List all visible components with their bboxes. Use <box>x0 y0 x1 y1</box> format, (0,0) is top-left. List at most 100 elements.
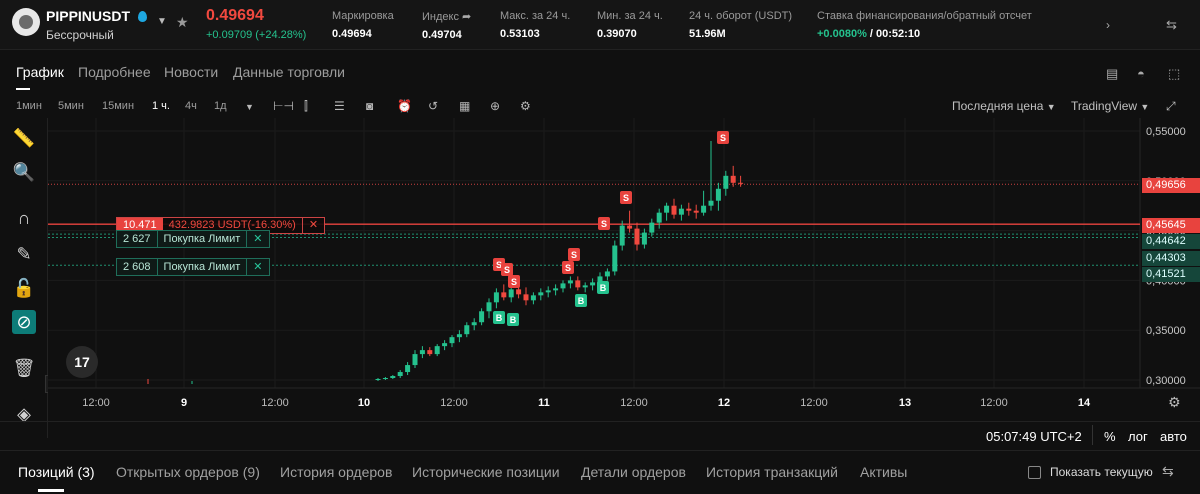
tab-order-details[interactable]: Детали ордеров <box>581 464 686 480</box>
layers-icon[interactable]: ◈ <box>17 404 31 424</box>
range-icon[interactable]: ⊢⊣ <box>273 99 294 113</box>
orderbook-icon[interactable]: ▤ <box>1106 66 1119 81</box>
time-tick-label: 12:00 <box>440 397 468 409</box>
tf-15m[interactable]: 15мин <box>102 100 135 112</box>
close-position-icon[interactable]: ✕ <box>308 219 319 231</box>
tab-positions[interactable]: Позиций (3) <box>18 464 95 480</box>
position-line-label[interactable]: 10.471 432.9823 USDT(-16.30%) ✕ <box>116 217 326 234</box>
stat-value: 0.49694 <box>332 28 372 40</box>
buy-marker-label: B <box>578 296 585 306</box>
candle-body <box>612 245 618 272</box>
zoom-icon[interactable]: 🔍 <box>12 162 36 182</box>
calendar-icon[interactable]: ▦ <box>459 99 471 113</box>
tf-5m[interactable]: 5мин <box>58 100 84 112</box>
eye-hidden-icon[interactable]: ⊘ <box>12 310 36 334</box>
tab-transaction-history[interactable]: История транзакций <box>706 464 838 480</box>
candle-body <box>664 205 670 213</box>
sell-marker-label: S <box>720 133 726 143</box>
tf-1m[interactable]: 1мин <box>16 100 42 112</box>
tab-details[interactable]: Подробнее <box>78 64 151 80</box>
position-pnl: 432.9823 USDT(-16.30%) <box>163 218 303 233</box>
tradingview-logo: 17 <box>66 346 98 378</box>
tab-underline <box>16 88 30 90</box>
cancel-order-icon[interactable]: ✕ <box>253 233 263 245</box>
tab-news[interactable]: Новости <box>164 64 219 80</box>
candles-icon[interactable]: ⫿ <box>304 99 308 113</box>
candle-body <box>701 205 707 213</box>
time-tick-label: 12:00 <box>800 397 828 409</box>
log-toggle[interactable]: лог <box>1128 429 1148 444</box>
star-icon[interactable]: ★ <box>176 14 189 30</box>
time-tick-label: 13 <box>899 397 911 409</box>
time-tick-label: 12:00 <box>980 397 1008 409</box>
buy-marker <box>507 313 519 326</box>
candle-body <box>582 285 588 288</box>
gear-icon[interactable]: ⚙ <box>520 99 531 113</box>
arrow-icon[interactable]: ➦ <box>462 11 472 23</box>
order-price-label: 0,44642 <box>1142 234 1200 249</box>
stat-low: Мин. за 24 ч. 0.39070 <box>597 10 663 40</box>
candle-body <box>471 322 477 326</box>
price-type-label: Последняя цена <box>952 99 1044 113</box>
show-current-checkbox[interactable] <box>1028 466 1041 479</box>
trash-icon[interactable]: 🗑 <box>12 358 36 378</box>
bell-icon[interactable]: ◓ <box>1137 66 1145 81</box>
order-line-label[interactable]: 2 608 Покупка Лимит ✕ <box>116 258 270 276</box>
percent-toggle[interactable]: % <box>1104 429 1116 444</box>
swap-icon[interactable]: ⇆ <box>1162 463 1174 479</box>
stat-label: Ставка финансирования/обратный отсчет <box>817 10 1032 22</box>
alarm-icon[interactable]: ⏰ <box>397 99 412 113</box>
tf-1d[interactable]: 1д <box>214 100 227 112</box>
chevron-down-icon[interactable]: ▼ <box>157 16 167 27</box>
tf-1h[interactable]: 1 ч. <box>152 100 170 112</box>
candle-body <box>442 343 448 347</box>
tab-open-orders[interactable]: Открытых ордеров (9) <box>116 464 260 480</box>
ruler-icon[interactable]: 📏 <box>12 128 36 148</box>
chart-type-select[interactable]: TradingView ▼ <box>1071 99 1149 113</box>
chevron-right-icon[interactable]: › <box>1106 18 1110 32</box>
tab-position-history[interactable]: Исторические позиции <box>412 464 560 480</box>
candle-body <box>553 288 559 291</box>
buy-marker <box>575 294 587 307</box>
magnet-icon[interactable]: ∩ <box>17 208 31 228</box>
camera-icon[interactable]: ◙ <box>366 99 374 113</box>
candle-body <box>486 302 492 312</box>
price-type-select[interactable]: Последняя цена ▼ <box>952 99 1056 113</box>
fullscreen-icon[interactable]: ⤢ <box>1166 99 1176 113</box>
lock-icon[interactable]: 🔓 <box>12 278 36 298</box>
tab-order-history[interactable]: История ордеров <box>280 464 393 480</box>
cancel-order-icon[interactable]: ✕ <box>253 261 263 273</box>
stat-funding: Ставка финансирования/обратный отсчет +0… <box>817 10 1032 40</box>
candle-body <box>738 182 744 184</box>
tab-trading-data[interactable]: Данные торговли <box>233 64 345 80</box>
order-line-label[interactable]: 2 627 Покупка Лимит ✕ <box>116 230 270 248</box>
candle-body <box>530 295 536 301</box>
tab-assets[interactable]: Активы <box>860 464 908 480</box>
stat-value: 51.96M <box>689 28 726 40</box>
settings-icon: ⚙ <box>1168 395 1181 411</box>
chevron-down-icon: ▼ <box>1140 102 1150 112</box>
pencil-icon[interactable]: ✎ <box>16 244 32 264</box>
expand-icon[interactable]: ⬚ <box>1168 66 1181 81</box>
swap-icon[interactable]: ⇆ <box>1166 17 1177 32</box>
tab-chart[interactable]: График <box>16 64 64 80</box>
indicators-icon[interactable]: ☰ <box>334 99 345 113</box>
candle-body <box>560 283 566 289</box>
symbol-name[interactable]: PIPPINUSDT <box>46 8 131 24</box>
show-current-label: Показать текущую <box>1050 465 1153 479</box>
order-qty: 2 608 <box>117 259 158 275</box>
drawing-toolbar: 📏 🔍 ∩ ✎ 🔓 ⊘ 🗑 ◈ <box>0 118 48 438</box>
tf-4h[interactable]: 4ч <box>185 100 197 112</box>
sell-marker <box>568 248 580 261</box>
sell-marker <box>598 217 610 230</box>
chart-footer: 05:07:49 UTC+2 % лог авто <box>0 421 1200 449</box>
plus-icon[interactable]: ⊕ <box>490 99 501 113</box>
buy-marker-label: B <box>496 313 503 323</box>
tf-more-icon[interactable]: ▼ <box>245 102 254 112</box>
sell-marker <box>501 263 513 276</box>
candle-body <box>479 311 485 323</box>
undo-icon[interactable]: ↺ <box>428 99 439 113</box>
time-tick-label: 12 <box>718 397 730 409</box>
candle-body <box>619 225 625 246</box>
auto-toggle[interactable]: авто <box>1160 429 1187 444</box>
